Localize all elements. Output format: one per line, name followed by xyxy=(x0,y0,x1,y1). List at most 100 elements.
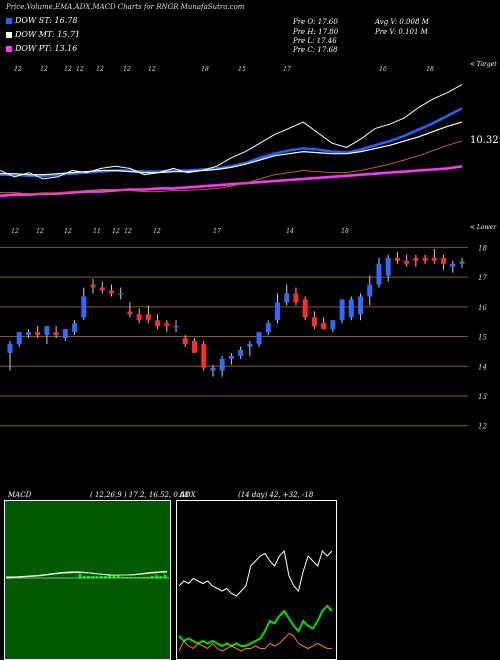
macd-series-line xyxy=(5,571,168,579)
adx-background xyxy=(177,501,336,659)
candle-body xyxy=(275,302,281,321)
ema-corner-label: < Target xyxy=(470,61,497,68)
quote-high: Pre H: 17.80 xyxy=(293,28,339,36)
ema-date-label: 17 xyxy=(283,66,291,73)
adx-series-line xyxy=(178,632,332,652)
candle-body xyxy=(99,287,105,291)
ema-date-label: 16 xyxy=(379,66,387,73)
macd-params: ( 12,26,9 ) 17.2, 16.52, 0.68 xyxy=(90,491,189,499)
candle-body xyxy=(25,332,31,336)
candle-body xyxy=(44,326,50,336)
price-date-label: 12 xyxy=(36,228,44,235)
candle-body xyxy=(385,257,391,276)
legend-dow-mt-label: DOW MT: 15.71 xyxy=(15,30,81,39)
price-y-label: 18 xyxy=(478,244,487,252)
quote-volume: Pre V: 0.101 M xyxy=(375,28,428,36)
ema-date-label: 12 xyxy=(148,66,156,73)
candle-body xyxy=(256,332,262,344)
candle-body xyxy=(376,263,382,285)
candle-body xyxy=(348,299,354,318)
ema-series-line xyxy=(0,121,463,176)
candle-body xyxy=(155,320,161,327)
macd-histogram-bar xyxy=(87,576,90,578)
quote-close: Pre C: 17.68 xyxy=(293,46,338,54)
candle-body xyxy=(284,293,290,303)
candle-body xyxy=(247,343,253,347)
candle-body xyxy=(7,343,13,353)
quote-open: Pre O: 17.60 xyxy=(293,18,338,26)
macd-histogram-bar xyxy=(163,574,167,578)
ema-last-value: 10.32 xyxy=(470,135,499,146)
macd-histogram-bar xyxy=(146,576,150,578)
candle-body xyxy=(72,323,78,333)
candle-body xyxy=(413,257,419,261)
adx-series-line xyxy=(178,604,333,648)
legend-swatch-st xyxy=(6,18,12,24)
candle-body xyxy=(81,296,87,318)
quote-low: Pre L: 17.46 xyxy=(293,37,337,45)
ema-date-label: 12 xyxy=(76,66,84,73)
macd-histogram-bar xyxy=(129,577,133,578)
price-y-label: 17 xyxy=(478,274,487,282)
price-date-label: 12 xyxy=(64,228,72,235)
ema-series-line xyxy=(0,84,463,180)
candle-body xyxy=(358,296,364,315)
adx-params: (14 day) 42, +32, -18 xyxy=(238,491,314,499)
macd-histogram-bar xyxy=(104,576,107,578)
ema-date-label: 12 xyxy=(123,66,131,73)
candle-body xyxy=(459,261,465,264)
macd-histogram-bar xyxy=(121,576,124,578)
price-date-label: 14 xyxy=(286,228,294,235)
price-date-label: 17 xyxy=(213,228,221,235)
price-y-label: 16 xyxy=(478,304,487,312)
macd-histogram-bar xyxy=(82,576,86,578)
price-y-label: 13 xyxy=(478,393,487,401)
legend-dow-st: DOW ST: 16.78 xyxy=(6,16,77,25)
adx-label: ADX xyxy=(180,491,196,499)
candle-body xyxy=(136,314,142,321)
price-date-label: 12 xyxy=(11,228,19,235)
ema-long-line xyxy=(0,140,463,195)
legend-dow-pt: DOW PT: 13.16 xyxy=(6,44,77,53)
candle-body xyxy=(367,284,373,297)
price-y-label: 15 xyxy=(478,334,487,342)
candle-body xyxy=(441,257,447,264)
macd-histogram-bar xyxy=(150,576,154,578)
price-corner-label: < Lower xyxy=(470,224,497,231)
candle-body xyxy=(127,311,133,315)
candle-body xyxy=(108,290,114,294)
macd-histogram-bar xyxy=(138,577,141,578)
macd-histogram-bar xyxy=(108,575,112,578)
candle-body xyxy=(62,329,68,339)
candle-body xyxy=(210,367,216,371)
candle-body xyxy=(219,358,225,371)
price-y-label: 12 xyxy=(478,423,487,431)
ema-date-label: 18 xyxy=(201,66,209,73)
price-date-label: 11 xyxy=(93,228,101,235)
candle-body xyxy=(302,299,308,318)
macd-histogram-bar xyxy=(78,574,82,578)
macd-histogram-bar xyxy=(91,576,95,578)
candle-body xyxy=(90,284,96,288)
candle-body xyxy=(35,332,41,336)
candle-body xyxy=(293,293,299,303)
quote-avg-volume: Avg V: 0.008 M xyxy=(375,18,429,26)
candle-body xyxy=(330,320,336,330)
candle-body xyxy=(53,332,59,336)
legend-dow-st-label: DOW ST: 16.78 xyxy=(15,16,78,25)
macd-histogram-bar xyxy=(99,576,103,578)
macd-histogram-bar xyxy=(159,576,163,578)
candle-body xyxy=(339,299,345,321)
candle-body xyxy=(118,293,124,295)
candle-body xyxy=(321,323,327,330)
ema-series-line xyxy=(0,165,463,198)
macd-histogram-bar xyxy=(95,576,99,578)
candle-body xyxy=(265,323,271,333)
legend-dow-pt-label: DOW PT: 13.16 xyxy=(15,44,78,53)
ema-date-label: 12 xyxy=(14,66,22,73)
macd-background xyxy=(5,501,170,659)
candle-body xyxy=(173,326,179,328)
candle-body xyxy=(191,341,197,353)
legend-dow-mt: DOW MT: 15.71 xyxy=(6,30,80,39)
candle-body xyxy=(228,355,234,359)
